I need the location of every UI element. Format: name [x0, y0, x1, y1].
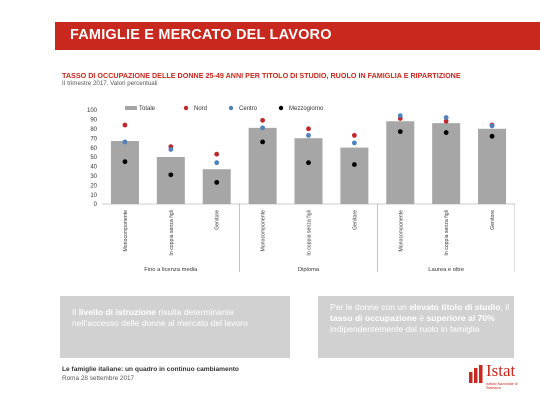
istat-logo-subtitle: Istituto Nazionale di Statistica	[486, 382, 518, 391]
y-tick-label: 70	[90, 136, 97, 142]
chart-title: TASSO DI OCCUPAZIONE DELLE DONNE 25-49 A…	[62, 71, 461, 80]
bar-totale	[156, 157, 185, 204]
dot-centro	[122, 139, 128, 145]
bar-totale	[386, 121, 415, 204]
legend-label: Totale	[139, 106, 156, 112]
group-label: Fino a licenza media	[144, 267, 198, 273]
dot-centro	[260, 125, 266, 131]
header-banner	[55, 22, 540, 50]
y-tick-label: 40	[90, 165, 97, 171]
dot-mezzogiorno	[168, 172, 174, 178]
group-label: Laurea e oltre	[428, 267, 464, 273]
legend-label: Mezzogiorno	[289, 106, 324, 112]
legend-dot-centro	[228, 105, 234, 111]
y-tick-label: 30	[90, 174, 97, 180]
category-label: Monocomponente	[123, 210, 129, 252]
dot-mezzogiorno	[260, 139, 266, 145]
dot-nord	[351, 132, 357, 138]
info-box-education: Il livello di istruzione risulta determi…	[60, 296, 290, 358]
footer-date: Roma 28 settembre 2017	[62, 375, 135, 382]
category-label: Monocomponente	[261, 210, 267, 252]
dot-nord	[443, 118, 449, 124]
dot-centro	[397, 113, 403, 119]
dot-centro	[168, 147, 174, 152]
legend-label: Centro	[239, 106, 258, 112]
category-label: Monocomponente	[398, 210, 404, 252]
category-label: Genitore	[352, 210, 358, 230]
legend-dot-nord	[183, 105, 189, 111]
y-tick-label: 80	[90, 127, 97, 133]
dot-mezzogiorno	[443, 130, 449, 135]
bar-totale	[110, 141, 139, 204]
bar-totale	[248, 127, 277, 204]
dot-centro	[306, 132, 311, 138]
info-box-high-education-text: Per le donne con un elevato titolo di st…	[330, 302, 510, 334]
category-label: Genitore	[490, 210, 496, 230]
dot-centro	[489, 123, 495, 129]
istat-logo-icon	[469, 365, 483, 383]
y-tick-label: 0	[94, 202, 98, 208]
istat-logo-text: Istat	[486, 361, 516, 380]
bar-totale	[294, 138, 323, 204]
info-box-high-education: Per le donne con un elevato titolo di st…	[318, 296, 514, 358]
category-label: In coppia senza figli	[169, 210, 175, 256]
dot-nord	[306, 126, 311, 132]
dot-nord	[214, 151, 220, 157]
dot-nord	[260, 117, 266, 123]
y-tick-label: 90	[90, 118, 97, 124]
bar-totale	[478, 128, 507, 204]
legend-label: Nord	[194, 106, 207, 112]
dot-mezzogiorno	[351, 162, 357, 167]
footer-title: Le famiglie italiane: un quadro in conti…	[62, 366, 239, 373]
category-label: In coppia senza figli	[307, 210, 313, 256]
legend-dot-mezzogiorno	[278, 105, 284, 111]
bar-totale	[202, 169, 231, 204]
page-title: FAMIGLIE E MERCATO DEL LAVORO	[70, 27, 332, 43]
legend-swatch-totale	[125, 106, 137, 110]
dot-mezzogiorno	[489, 133, 495, 139]
dot-mezzogiorno	[122, 159, 128, 165]
dot-mezzogiorno	[397, 129, 403, 135]
dot-centro	[351, 140, 357, 146]
dot-centro	[443, 115, 449, 120]
employment-rate-chart: 0 10 20 30 40 50 60 70 80 90 100 Totale Nord Centro Me…	[87, 105, 515, 273]
group-label: Diploma	[298, 267, 320, 273]
y-tick-label: 10	[90, 193, 97, 199]
bar-totale	[432, 123, 461, 204]
dot-centro	[214, 160, 220, 166]
y-tick-label: 20	[90, 183, 97, 189]
info-box-education-text: Il livello di istruzione risulta determi…	[72, 307, 248, 328]
y-tick-label: 60	[90, 146, 97, 152]
dot-mezzogiorno	[306, 160, 311, 166]
category-label: Genitore	[215, 210, 221, 230]
category-label: In coppia senza figli	[444, 210, 450, 256]
y-tick-label: 100	[87, 108, 98, 114]
dot-mezzogiorno	[214, 179, 220, 185]
chart-subtitle: II trimestre 2017. Valori percentuali	[62, 80, 158, 87]
bar-totale	[340, 147, 369, 204]
dot-nord	[122, 122, 128, 128]
y-tick-label: 50	[90, 155, 97, 161]
